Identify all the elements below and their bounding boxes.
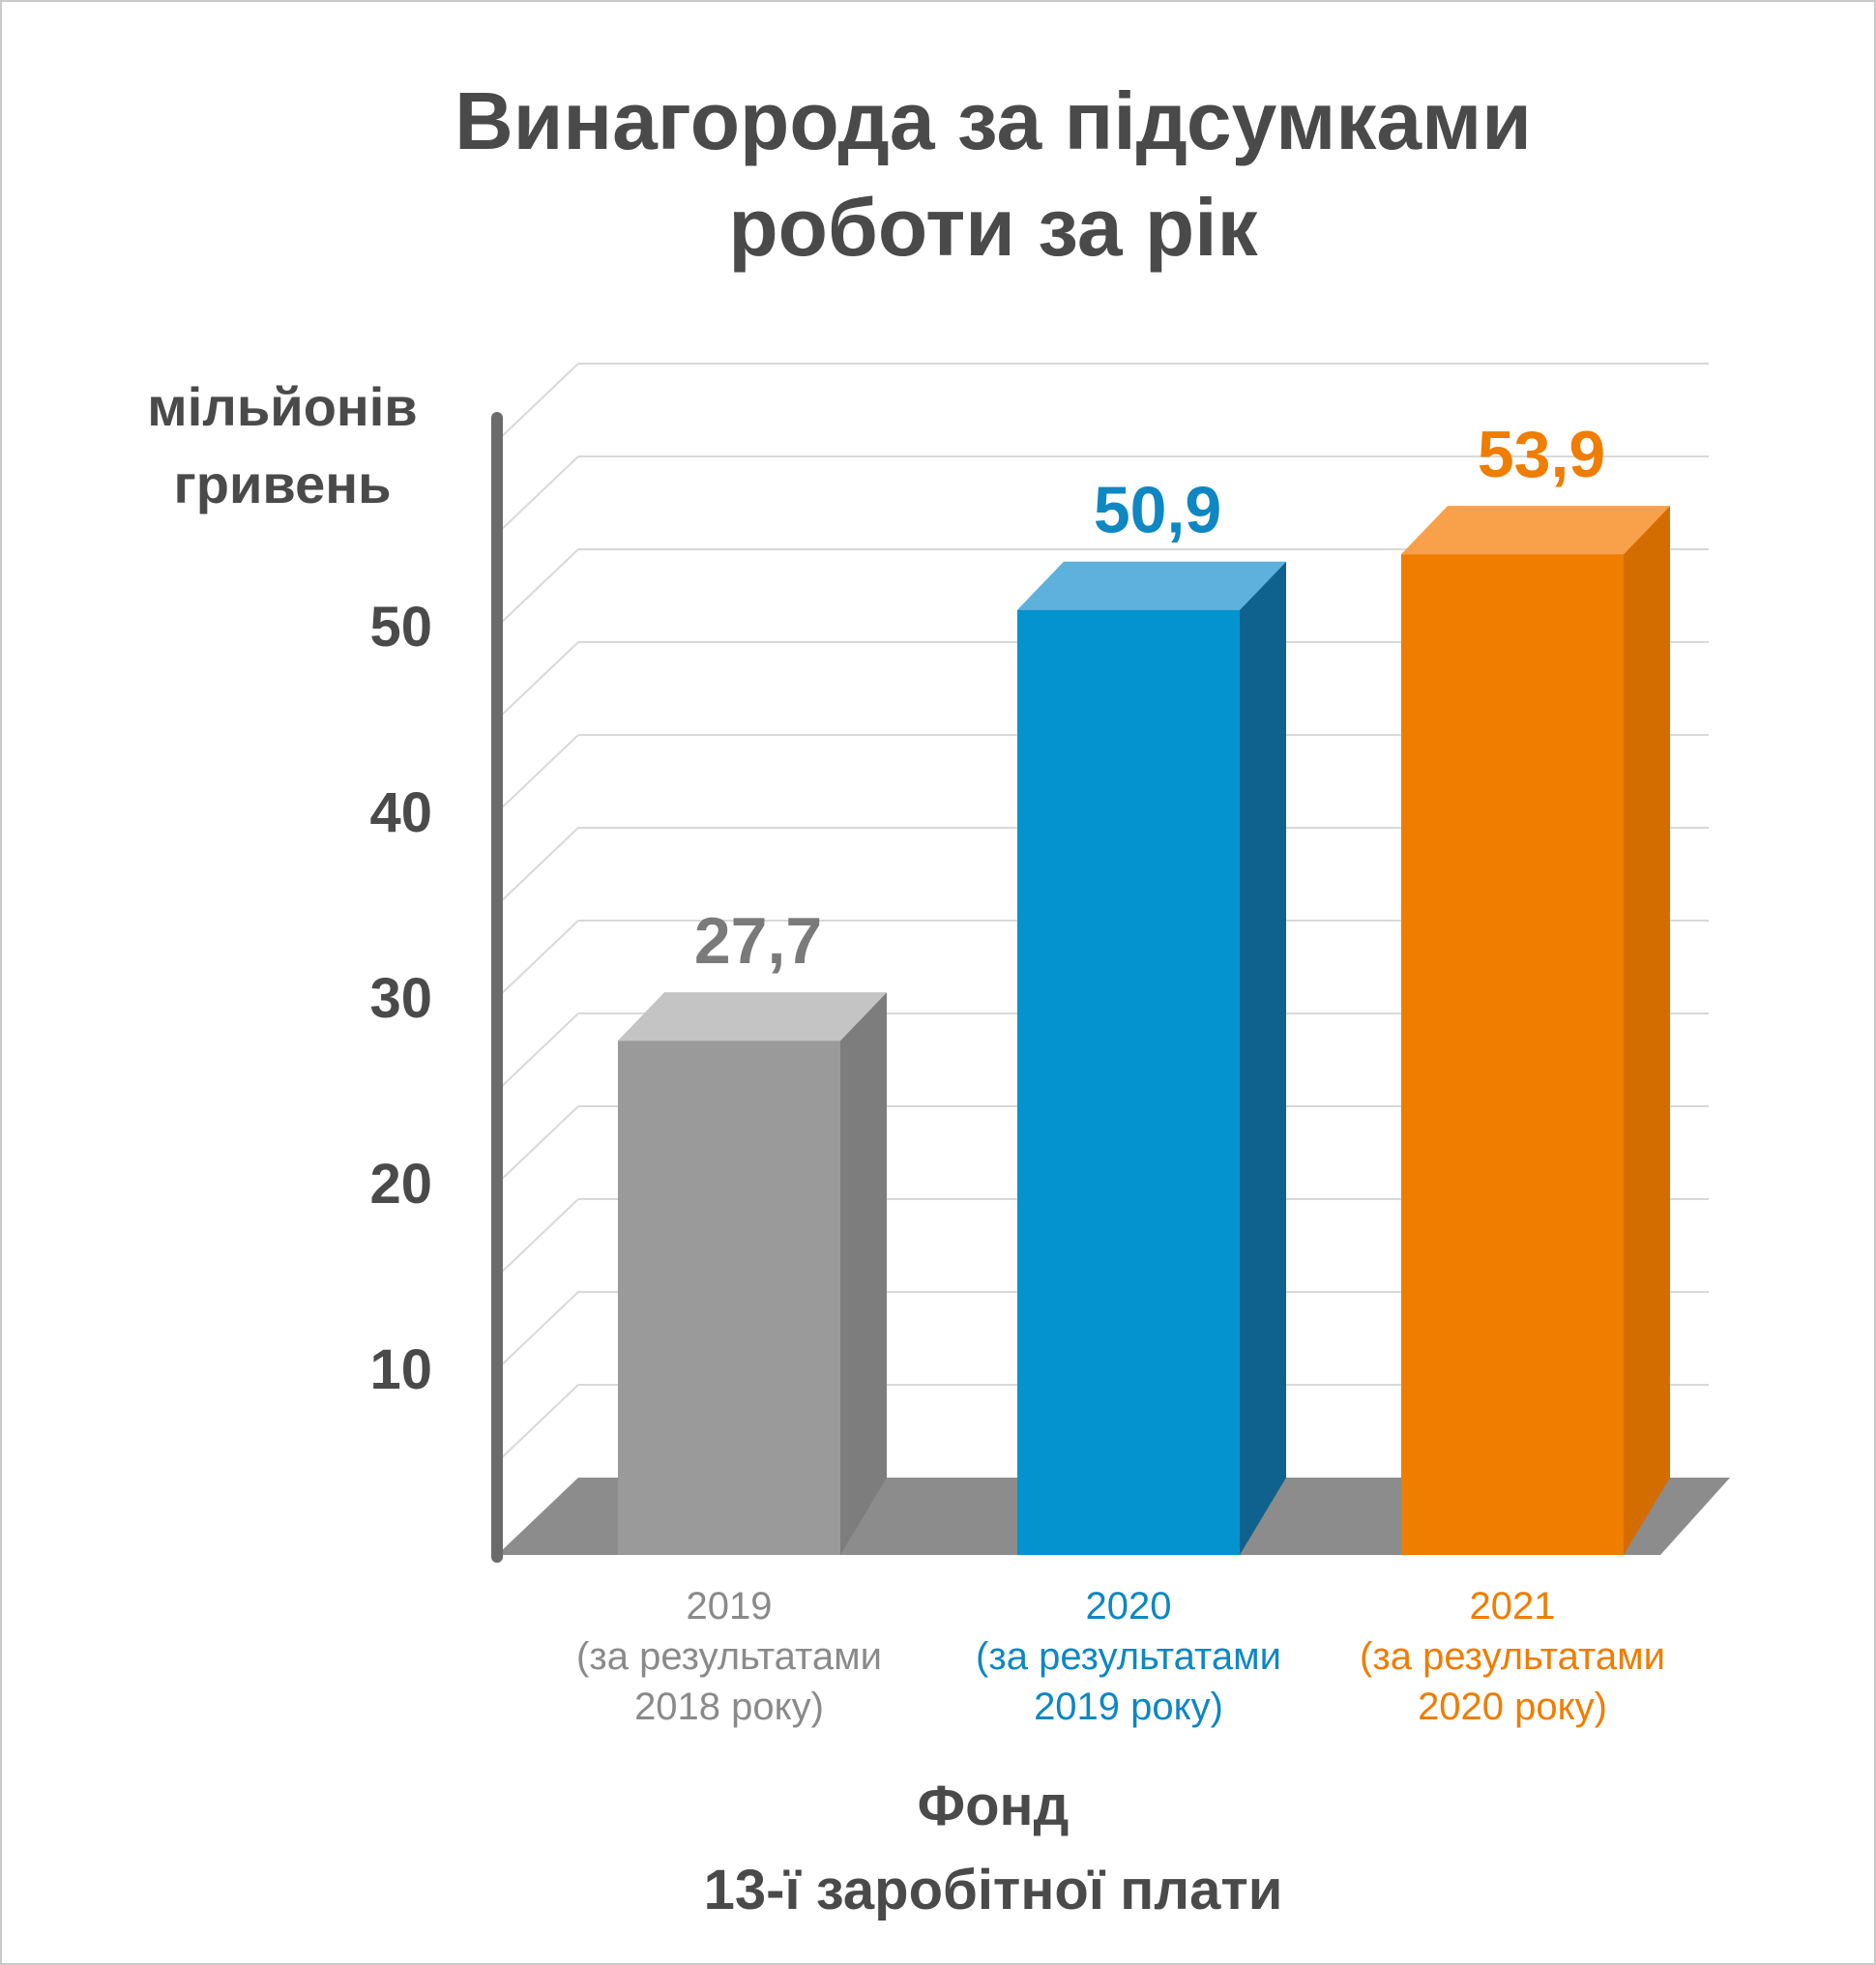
bar-top (1017, 561, 1286, 610)
x-tick-label: 2019 року) (1034, 1686, 1223, 1728)
y-tick-label: 30 (369, 967, 432, 1030)
gridline-side (496, 641, 579, 720)
x-tick-label: 2018 року) (634, 1686, 824, 1728)
bar-value-label: 27,7 (694, 904, 822, 978)
x-tick-label: 2020 року) (1418, 1686, 1607, 1728)
bar (1017, 609, 1240, 1555)
y-tick-label: 50 (369, 596, 432, 659)
bar-top (618, 992, 887, 1041)
x-tick-label: 2020 (1086, 1585, 1172, 1628)
y-axis-label-line-1: мільйонів (147, 376, 417, 437)
y-tick-label: 40 (369, 781, 432, 844)
gridline-side (496, 1291, 579, 1370)
x-tick-label: 2019 (687, 1585, 773, 1628)
bar-top (1401, 506, 1670, 555)
chart-title-line-2: роботи за рік (728, 182, 1258, 273)
gridline-side (496, 920, 579, 999)
gridline-side (496, 363, 579, 442)
x-tick-label: 2021 (1470, 1585, 1556, 1628)
gridline-side (496, 1384, 579, 1463)
gridline-side (496, 455, 579, 535)
bar-value-label: 50,9 (1094, 474, 1221, 547)
bar-value-label: 53,9 (1478, 418, 1605, 491)
bar-side (1624, 506, 1670, 1555)
bar-group: 50,9 2020 (за результатами 2019 року) (976, 474, 1286, 1728)
bar (1401, 554, 1624, 1555)
bar-side (1240, 561, 1286, 1555)
y-axis: 10 20 30 40 50 (369, 412, 503, 1563)
x-tick-label: (за результатами (1360, 1635, 1665, 1678)
y-tick-label: 20 (369, 1153, 432, 1216)
gridline-side (496, 1105, 579, 1185)
y-axis-label-line-2: гривень (173, 454, 391, 514)
gridline-side (496, 1012, 579, 1092)
bar-group: 53,9 2021 (за результатами 2020 року) (1360, 418, 1670, 1728)
bar (618, 1041, 840, 1555)
bars: 27,7 2019 (за результатами 2018 року) 50,9 20… (576, 418, 1670, 1728)
gridline-side (496, 827, 579, 906)
chart-title-line-1: Винагорода за підсумками (454, 75, 1532, 166)
x-tick-label: (за результатами (976, 1635, 1281, 1678)
x-tick-label: (за результатами (576, 1635, 882, 1678)
gridline-side (496, 1198, 579, 1277)
x-axis-label-line-1: Фонд (918, 1774, 1070, 1837)
gridline-side (496, 548, 579, 628)
y-tick-label: 10 (369, 1338, 432, 1401)
bar-group: 27,7 2019 (за результатами 2018 року) (576, 904, 887, 1728)
bar-side (840, 992, 887, 1555)
gridline-side (496, 734, 579, 813)
x-axis-label-line-2: 13-ї заробітної плати (704, 1859, 1283, 1921)
